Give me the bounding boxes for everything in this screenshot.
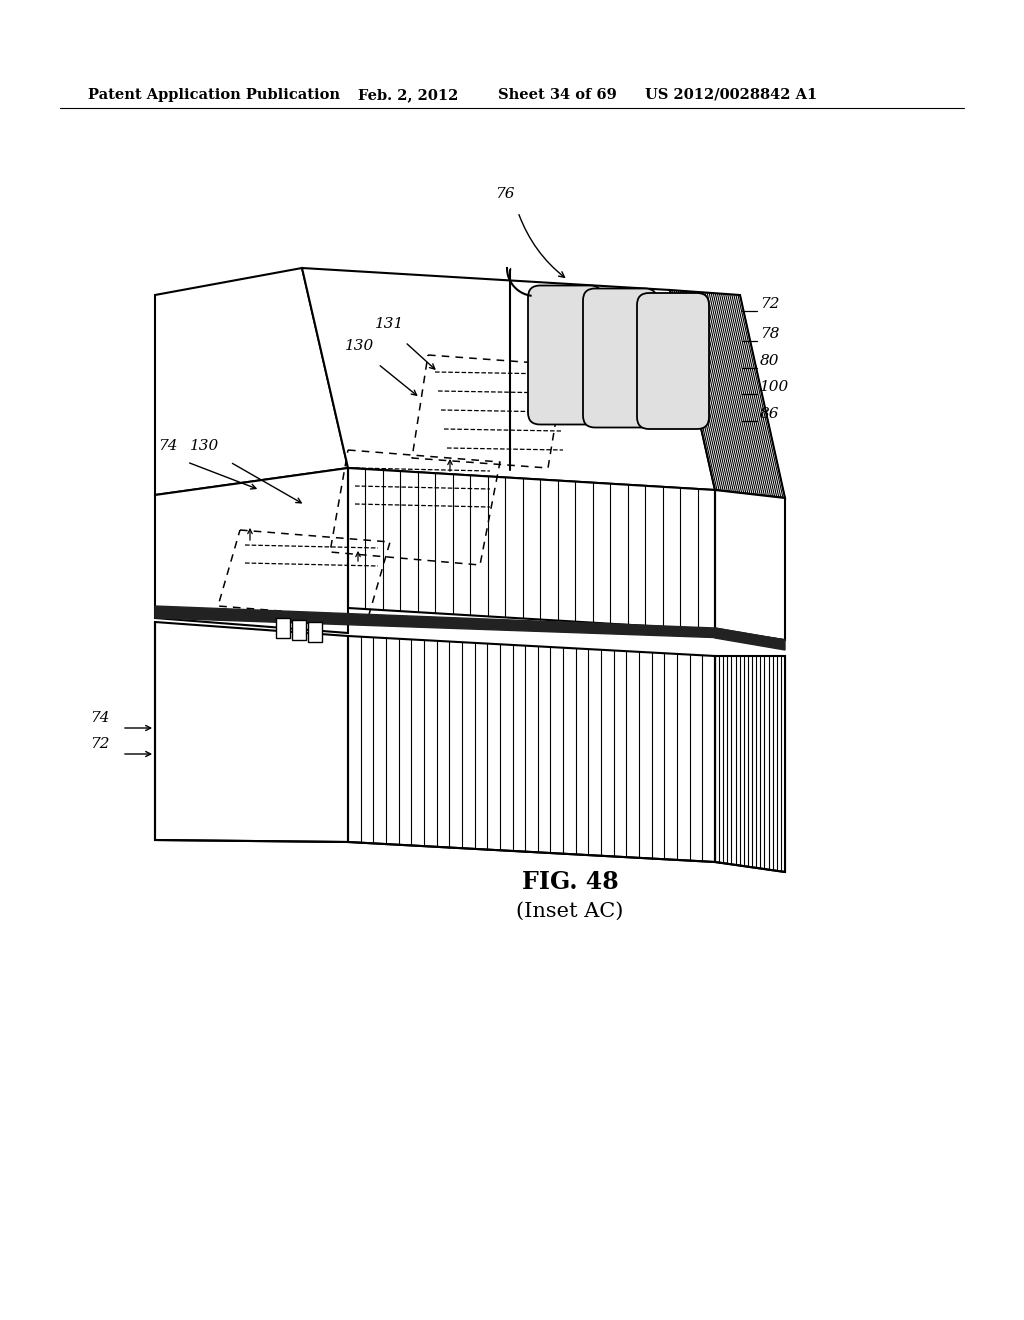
Bar <box>292 620 306 640</box>
Text: US 2012/0028842 A1: US 2012/0028842 A1 <box>645 88 817 102</box>
FancyBboxPatch shape <box>528 285 602 425</box>
Text: 130: 130 <box>345 339 375 352</box>
Polygon shape <box>715 490 785 640</box>
Text: Sheet 34 of 69: Sheet 34 of 69 <box>498 88 616 102</box>
Text: 76: 76 <box>496 187 515 201</box>
Polygon shape <box>670 290 785 498</box>
Text: 74: 74 <box>90 711 110 725</box>
Text: 130: 130 <box>190 440 219 453</box>
Text: (Inset AC): (Inset AC) <box>516 902 624 921</box>
FancyBboxPatch shape <box>583 289 657 428</box>
Text: 86: 86 <box>760 407 779 421</box>
Polygon shape <box>155 606 785 640</box>
FancyBboxPatch shape <box>637 293 709 429</box>
Bar <box>276 618 290 638</box>
Polygon shape <box>715 628 785 649</box>
Polygon shape <box>155 622 348 842</box>
Polygon shape <box>155 469 348 634</box>
Polygon shape <box>302 268 715 490</box>
Text: 78: 78 <box>760 327 779 341</box>
Polygon shape <box>155 268 348 495</box>
Text: 72: 72 <box>90 737 110 751</box>
Bar <box>308 622 322 642</box>
Polygon shape <box>348 636 715 862</box>
Text: 80: 80 <box>760 354 779 368</box>
Text: 74: 74 <box>159 440 178 453</box>
Polygon shape <box>348 469 715 630</box>
Text: Feb. 2, 2012: Feb. 2, 2012 <box>358 88 459 102</box>
Text: Patent Application Publication: Patent Application Publication <box>88 88 340 102</box>
Text: 72: 72 <box>760 297 779 312</box>
Polygon shape <box>715 656 785 873</box>
Text: 100: 100 <box>760 380 790 393</box>
Text: 131: 131 <box>376 317 404 331</box>
Text: FIG. 48: FIG. 48 <box>521 870 618 894</box>
